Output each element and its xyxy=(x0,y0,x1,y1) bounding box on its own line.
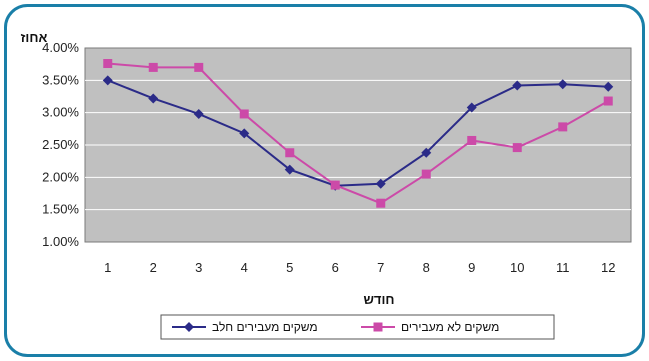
legend-entry-2: משקים לא מעבירים xyxy=(361,320,499,334)
x-tick-label: 12 xyxy=(601,260,615,275)
y-tick-label: 4.00% xyxy=(42,40,79,55)
data-point xyxy=(421,169,431,179)
data-point xyxy=(376,198,386,208)
x-axis-title: חודש xyxy=(363,292,394,307)
data-point xyxy=(512,80,523,91)
data-point xyxy=(603,81,614,92)
series-lines xyxy=(102,59,614,208)
data-point xyxy=(557,79,568,90)
data-point xyxy=(330,180,340,190)
x-tick-label: 2 xyxy=(150,260,157,275)
y-tick-label: 2.00% xyxy=(42,169,79,184)
x-tick-label: 7 xyxy=(377,260,384,275)
series-2 xyxy=(103,59,613,208)
x-tick-label: 10 xyxy=(510,260,524,275)
y-tick-label: 2.50% xyxy=(42,137,79,152)
x-tick-label: 4 xyxy=(241,260,248,275)
data-point xyxy=(466,102,477,113)
y-tick-label: 3.00% xyxy=(42,105,79,120)
data-point xyxy=(512,143,522,153)
y-axis-title: אחוז xyxy=(21,30,48,45)
series-line xyxy=(107,79,609,187)
x-tick-label: 8 xyxy=(423,260,430,275)
data-point xyxy=(239,109,249,119)
y-tick-label: 1.00% xyxy=(42,234,79,249)
data-point xyxy=(373,322,383,332)
data-point xyxy=(558,122,568,132)
data-point xyxy=(148,93,159,104)
series-1 xyxy=(102,75,614,191)
data-point xyxy=(239,128,250,139)
y-axis-ticks: 4.00% 3.50% 3.00% 2.50% 2.00% 1.50% 1.00% xyxy=(42,40,79,249)
data-point xyxy=(421,147,432,158)
x-tick-label: 9 xyxy=(468,260,475,275)
legend: משקים מעבירים חלב משקים לא מעבירים xyxy=(160,314,555,340)
legend-label: משקים מעבירים חלב xyxy=(212,320,318,334)
gridlines xyxy=(85,79,631,211)
x-axis-ticks: 1 2 3 4 5 6 7 8 9 10 11 12 xyxy=(104,260,615,275)
legend-entries: משקים מעבירים חלב משקים לא מעבירים xyxy=(172,320,499,334)
data-point xyxy=(603,96,613,106)
data-point xyxy=(285,148,295,158)
data-point xyxy=(148,62,158,72)
legend-box xyxy=(160,314,555,340)
x-tick-label: 11 xyxy=(556,260,570,275)
data-point xyxy=(184,322,194,332)
y-tick-label: 1.50% xyxy=(42,202,79,217)
data-point xyxy=(284,164,295,175)
data-point xyxy=(103,59,113,69)
x-tick-label: 6 xyxy=(332,260,339,275)
series-line xyxy=(107,62,609,205)
data-point xyxy=(102,75,113,86)
data-point xyxy=(193,108,204,119)
data-point xyxy=(194,62,204,72)
x-tick-label: 5 xyxy=(286,260,293,275)
y-tick-label: 3.50% xyxy=(42,72,79,87)
data-point xyxy=(467,135,477,145)
x-tick-label: 3 xyxy=(195,260,202,275)
legend-entry-1: משקים מעבירים חלב xyxy=(172,320,318,334)
x-tick-label: 1 xyxy=(104,260,111,275)
data-point xyxy=(375,178,386,189)
legend-label: משקים לא מעבירים xyxy=(401,320,499,334)
